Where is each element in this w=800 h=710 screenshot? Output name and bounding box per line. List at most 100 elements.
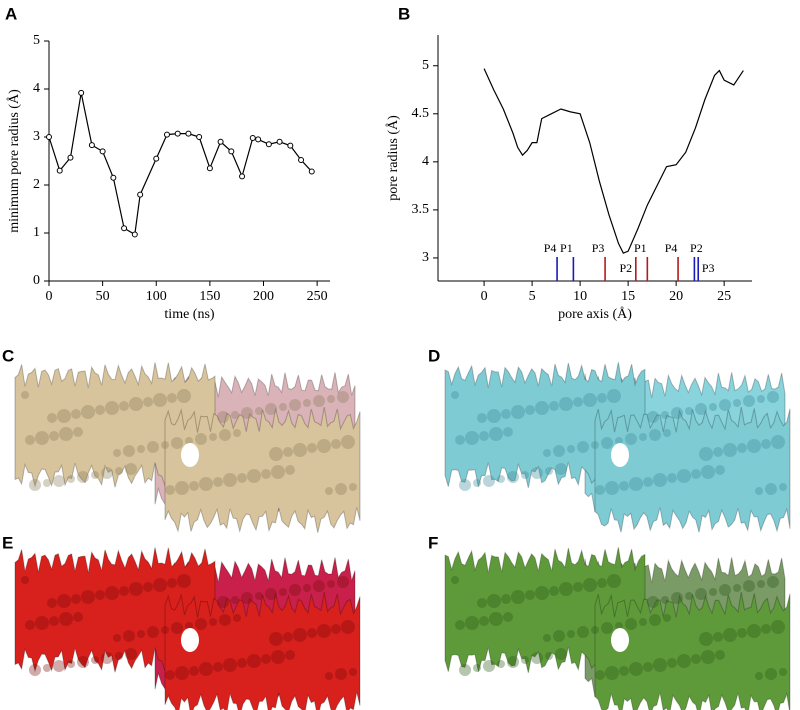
data-point — [153, 155, 160, 162]
surface-bump — [223, 658, 237, 672]
surface-bump — [743, 580, 755, 592]
surface-bump — [455, 620, 465, 630]
surface-bump — [241, 592, 253, 604]
surface-bump — [283, 447, 293, 457]
surface-bump — [765, 668, 777, 680]
y-tick-label: 3 — [422, 250, 429, 265]
surface-bump — [279, 588, 287, 596]
surface-bump — [713, 632, 723, 642]
surface-bump — [213, 662, 223, 672]
data-point — [298, 157, 305, 164]
surface-bump — [293, 443, 307, 457]
surface-bump — [327, 395, 335, 403]
surface-bump — [577, 441, 589, 453]
surface-bump — [293, 628, 307, 642]
surface-bump — [647, 411, 659, 423]
surface-bump — [271, 465, 285, 479]
surface-bump — [619, 666, 629, 676]
surface-bump — [715, 650, 725, 660]
surface-bump — [755, 672, 763, 680]
surface-bump — [217, 411, 229, 423]
y-tick-label: 2 — [33, 177, 40, 192]
surface-bump — [549, 586, 559, 596]
surface-bump — [337, 576, 349, 588]
panel-label: F — [428, 533, 438, 552]
surface-bump — [685, 407, 693, 415]
surface-bump — [217, 596, 229, 608]
surface-bump — [313, 580, 325, 592]
surface-bump — [279, 403, 287, 411]
surface-bump — [695, 403, 707, 415]
surface-bump — [653, 473, 667, 487]
pore-hole — [181, 628, 199, 652]
surface-bump — [349, 483, 357, 491]
surface-bump — [57, 594, 71, 608]
surface-bump — [49, 431, 59, 441]
surface-bump — [671, 592, 683, 604]
surface-bump — [255, 592, 263, 600]
surface-bump — [269, 447, 283, 461]
surface-bump — [231, 411, 239, 419]
surface-bump — [241, 407, 253, 419]
surface-bump — [199, 477, 213, 491]
surface-bump — [719, 584, 731, 596]
surface-bump — [487, 594, 501, 608]
data-point — [46, 134, 52, 140]
surface-bump — [615, 437, 623, 445]
data-point — [174, 130, 181, 137]
molecule-front — [594, 406, 791, 533]
surface-bump — [307, 443, 317, 453]
surface-bump — [685, 592, 693, 600]
surface-bump — [185, 622, 193, 630]
molecule-front — [594, 591, 791, 710]
surface-bump — [597, 578, 607, 588]
surface-bump — [247, 469, 261, 483]
surface-bump — [283, 632, 293, 642]
surface-bump — [67, 475, 75, 483]
data-point — [137, 191, 144, 198]
surface-bump — [723, 443, 737, 457]
surface-bump — [647, 596, 659, 608]
surface-bump — [553, 445, 565, 457]
data-point — [206, 165, 213, 172]
surface-bump — [289, 399, 301, 411]
x-tick-label: 200 — [253, 289, 274, 304]
surface-bump — [767, 391, 779, 403]
data-point — [196, 134, 203, 140]
surface-bump — [771, 435, 785, 449]
surface-bump — [555, 463, 567, 475]
surface-bump — [663, 614, 671, 622]
surface-bump — [119, 401, 129, 411]
surface-bump — [573, 397, 583, 407]
surface-bump — [715, 465, 725, 475]
surface-bump — [737, 443, 747, 453]
surface-bump — [503, 427, 513, 437]
data-point — [121, 225, 128, 232]
surface-bump — [661, 411, 669, 419]
data-point — [228, 148, 235, 155]
surface-bump — [625, 618, 637, 630]
panel-label: A — [5, 4, 17, 23]
surface-bump — [667, 658, 677, 668]
surface-bump — [189, 666, 199, 676]
surface-bump — [59, 612, 73, 626]
surface-bump — [691, 469, 701, 479]
surface-bump — [767, 576, 779, 588]
surface-bump — [451, 576, 459, 584]
surface-bump — [573, 582, 583, 592]
surface-bump — [71, 409, 81, 419]
surface-bump — [489, 612, 503, 626]
surface-bump — [747, 624, 761, 638]
surface-bump — [143, 397, 153, 407]
surface-bump — [289, 584, 301, 596]
surface-bump — [49, 616, 59, 626]
surface-bump — [465, 431, 479, 445]
surface-bump — [265, 588, 277, 600]
surface-bump — [605, 666, 619, 680]
y-tick-label: 5 — [422, 58, 429, 73]
surface-bump — [25, 620, 35, 630]
panel-label: B — [398, 4, 410, 23]
surface-bump — [77, 656, 89, 668]
surface-bump — [737, 628, 747, 638]
